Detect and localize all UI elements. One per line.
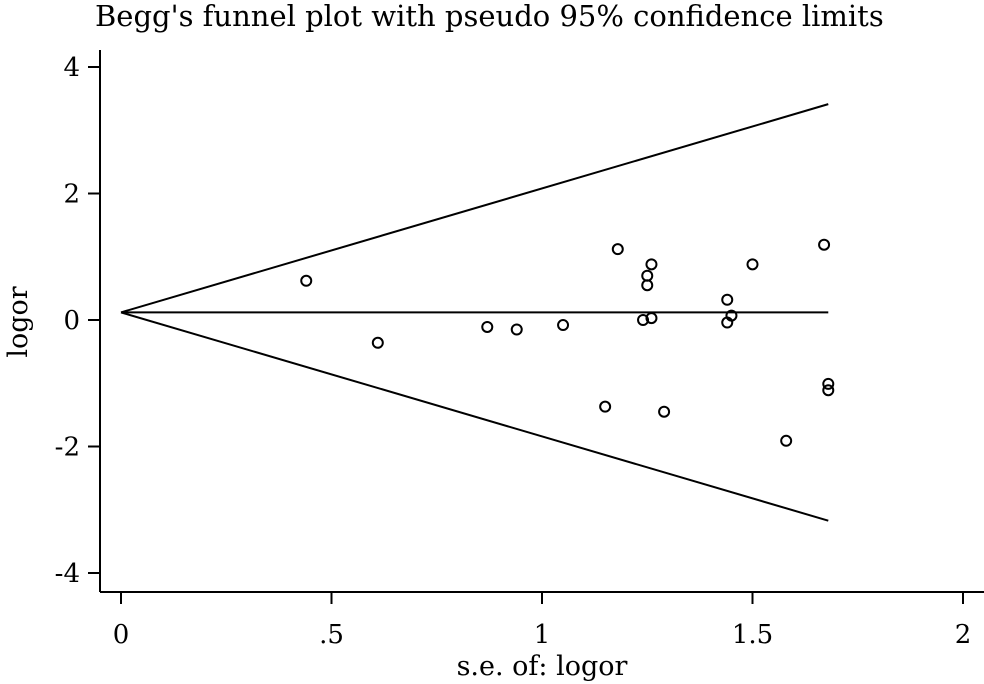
study-point-9 — [641, 279, 654, 292]
y-ticks: -4 -2 0 2 4 — [55, 53, 100, 589]
study-point-18 — [818, 238, 831, 251]
x-tick-label-0: 0 — [113, 620, 130, 650]
x-tick-label-1: .5 — [319, 620, 344, 650]
y-tick-label-3: 2 — [63, 180, 80, 210]
study-point-3 — [510, 323, 523, 336]
study-point-12 — [658, 405, 671, 418]
study-point-0 — [300, 274, 313, 287]
plot-area: -4 -2 0 2 4 0 .5 1 1.5 2 — [55, 50, 984, 650]
x-tick-label-2: 1 — [534, 620, 551, 650]
study-point-6 — [611, 243, 624, 256]
study-point-2 — [481, 320, 494, 333]
study-point-17 — [780, 434, 793, 447]
study-point-1 — [371, 336, 384, 349]
y-axis-label: logor — [3, 286, 34, 357]
study-points — [300, 238, 835, 447]
chart-title: Begg's funnel plot with pseudo 95% confi… — [95, 0, 884, 33]
study-point-11 — [645, 312, 658, 325]
study-point-7 — [637, 314, 650, 326]
study-point-16 — [746, 258, 759, 271]
y-tick-label-2: 0 — [63, 306, 80, 336]
x-ticks: 0 .5 1 1.5 2 — [113, 592, 972, 650]
study-point-20 — [822, 384, 835, 397]
confidence-limits — [120, 103, 829, 522]
y-tick-label-0: -4 — [55, 559, 80, 589]
study-point-13 — [721, 293, 734, 306]
y-tick-label-4: 4 — [63, 53, 80, 83]
x-axis-label: s.e. of: logor — [457, 651, 628, 682]
x-tick-label-3: 1.5 — [732, 620, 773, 650]
study-point-19 — [822, 377, 835, 390]
y-tick-label-1: -2 — [55, 433, 80, 463]
upper-confidence-limit — [120, 103, 829, 314]
lower-confidence-limit — [120, 311, 829, 522]
study-point-10 — [645, 258, 658, 271]
study-point-4 — [557, 319, 570, 332]
study-point-5 — [599, 400, 612, 413]
study-point-15 — [725, 309, 738, 322]
x-tick-label-4: 2 — [955, 620, 972, 650]
